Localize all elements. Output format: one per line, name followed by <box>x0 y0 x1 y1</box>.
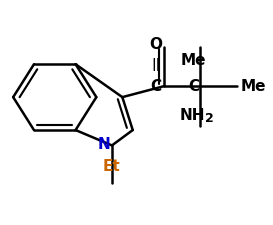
Text: ||: || <box>152 58 161 71</box>
Text: Me: Me <box>181 53 207 68</box>
Text: O: O <box>150 37 163 52</box>
Text: NH: NH <box>180 108 205 124</box>
Text: Et: Et <box>103 159 121 174</box>
Text: N: N <box>98 137 111 152</box>
Text: 2: 2 <box>205 112 214 125</box>
Text: C: C <box>188 79 199 94</box>
Text: Me: Me <box>241 79 266 94</box>
Text: C: C <box>151 79 162 94</box>
